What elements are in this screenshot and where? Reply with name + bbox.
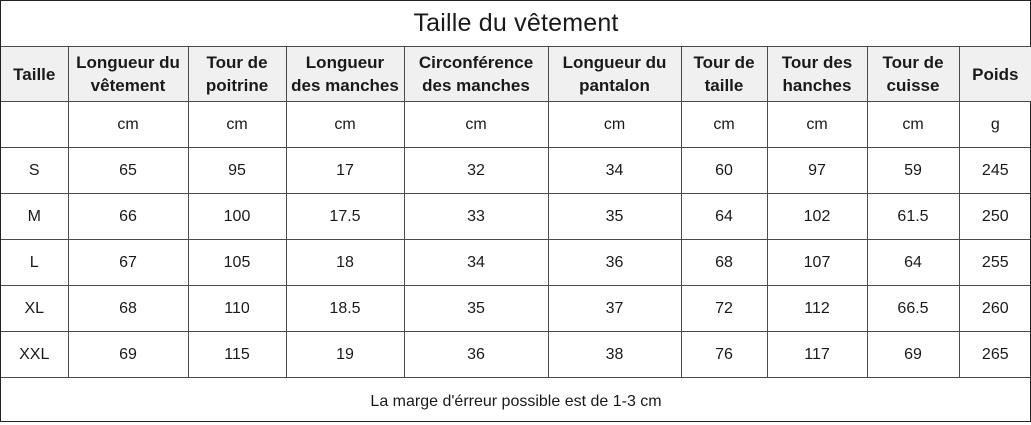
table-cell: 61.5	[867, 194, 959, 240]
table-cell: 65	[68, 148, 188, 194]
table-cell: 76	[681, 332, 767, 378]
table-cell: 19	[286, 332, 404, 378]
table-cell: 34	[548, 148, 681, 194]
table-title: Taille du vêtement	[1, 1, 1031, 47]
table-cell: 100	[188, 194, 286, 240]
table-cell: 115	[188, 332, 286, 378]
table-cell: 35	[548, 194, 681, 240]
table-cell: 255	[959, 240, 1031, 286]
table-cell: 35	[404, 286, 548, 332]
size-label-cell: M	[1, 194, 68, 240]
unit-cell: cm	[404, 102, 548, 148]
size-label-cell: S	[1, 148, 68, 194]
note-row: La marge d'érreur possible est de 1-3 cm	[1, 378, 1031, 425]
column-header: Poids	[959, 47, 1031, 102]
table-cell: 69	[68, 332, 188, 378]
table-cell: 60	[681, 148, 767, 194]
table-cell: 107	[767, 240, 867, 286]
table-cell: 34	[404, 240, 548, 286]
table-cell: 32	[404, 148, 548, 194]
unit-cell: cm	[188, 102, 286, 148]
unit-cell: cm	[767, 102, 867, 148]
table-cell: 112	[767, 286, 867, 332]
table-cell: 117	[767, 332, 867, 378]
table-cell: 95	[188, 148, 286, 194]
table-cell: 17	[286, 148, 404, 194]
unit-cell: cm	[68, 102, 188, 148]
size-label-cell: L	[1, 240, 68, 286]
table-cell: 110	[188, 286, 286, 332]
unit-cell: g	[959, 102, 1031, 148]
table-cell: 17.5	[286, 194, 404, 240]
size-label-cell: XL	[1, 286, 68, 332]
table-cell: 72	[681, 286, 767, 332]
unit-cell: cm	[681, 102, 767, 148]
table-cell: 260	[959, 286, 1031, 332]
unit-cell: cm	[286, 102, 404, 148]
table-cell: 18	[286, 240, 404, 286]
table-cell: 59	[867, 148, 959, 194]
table-cell: 69	[867, 332, 959, 378]
table-cell: 64	[681, 194, 767, 240]
table-cell: 36	[404, 332, 548, 378]
table-cell: 18.5	[286, 286, 404, 332]
table-cell: 66.5	[867, 286, 959, 332]
table-cell: 250	[959, 194, 1031, 240]
table-cell: 97	[767, 148, 867, 194]
unit-cell	[1, 102, 68, 148]
table-cell: 33	[404, 194, 548, 240]
table-cell: 38	[548, 332, 681, 378]
error-margin-note: La marge d'érreur possible est de 1-3 cm	[1, 378, 1031, 425]
unit-cell: cm	[548, 102, 681, 148]
table-cell: 68	[681, 240, 767, 286]
table-cell: 66	[68, 194, 188, 240]
column-header: Taille	[1, 47, 68, 102]
title-row: Taille du vêtement	[1, 1, 1031, 47]
table-cell: 67	[68, 240, 188, 286]
table-cell: 64	[867, 240, 959, 286]
table-cell: 102	[767, 194, 867, 240]
table-cell: 245	[959, 148, 1031, 194]
table-cell: 265	[959, 332, 1031, 378]
table-cell: 36	[548, 240, 681, 286]
table-cell: 105	[188, 240, 286, 286]
table-cell: 68	[68, 286, 188, 332]
size-label-cell: XXL	[1, 332, 68, 378]
table-cell: 37	[548, 286, 681, 332]
unit-cell: cm	[867, 102, 959, 148]
